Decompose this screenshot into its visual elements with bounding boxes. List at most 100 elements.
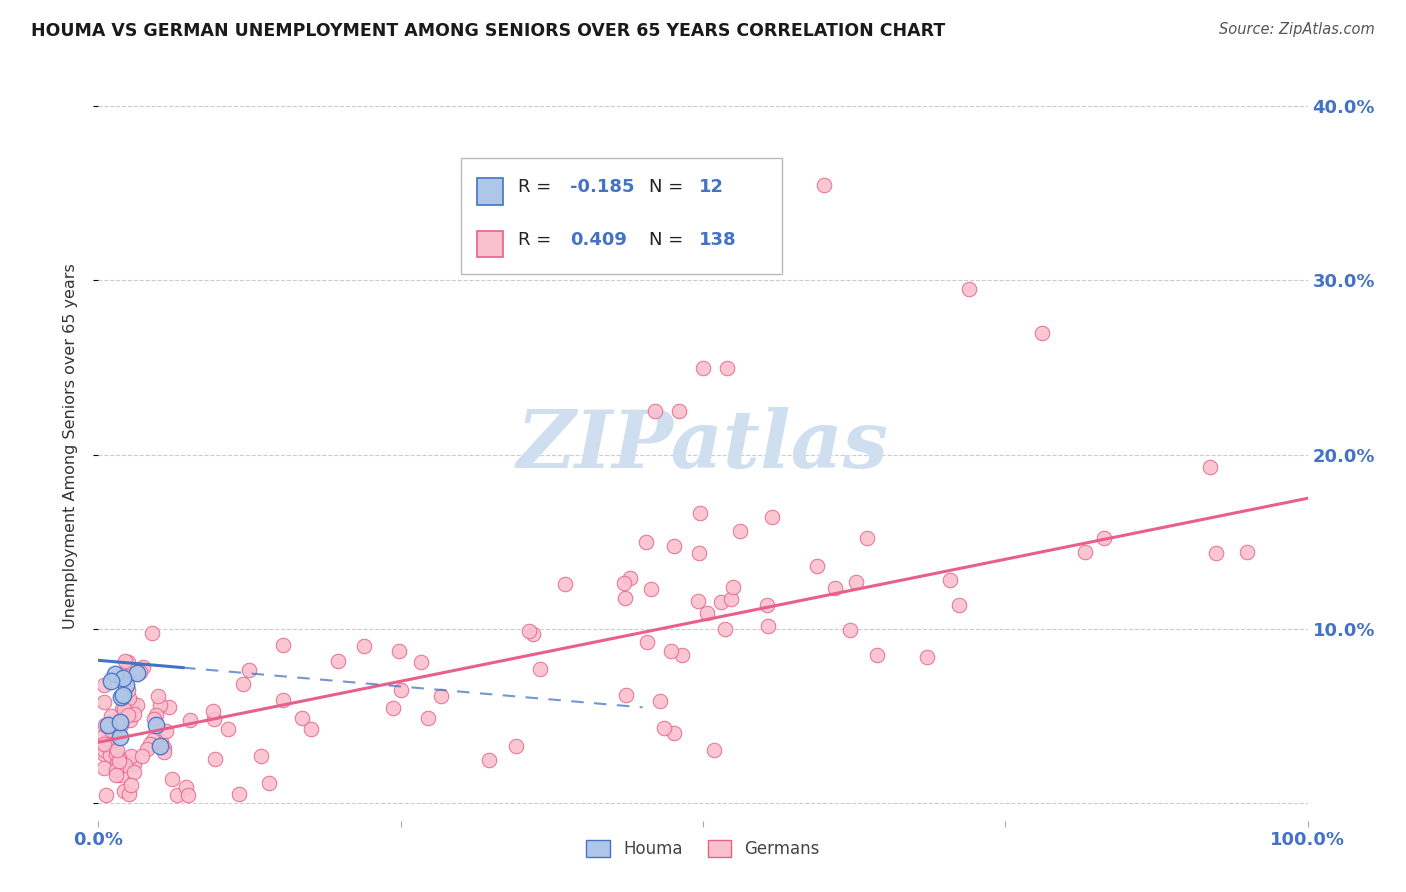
Point — [166, 788, 188, 802]
Point — [125, 666, 148, 681]
Point — [100, 723, 122, 738]
Point — [824, 581, 846, 595]
Point — [110, 690, 132, 705]
Point — [93, 677, 115, 691]
Point — [111, 671, 134, 685]
Point — [93, 761, 115, 775]
Point — [110, 768, 132, 782]
Point — [703, 743, 725, 757]
Point — [291, 711, 314, 725]
Point — [614, 591, 637, 605]
Point — [118, 691, 141, 706]
Point — [664, 539, 686, 553]
Point — [636, 634, 658, 648]
Point — [915, 649, 938, 664]
Point — [145, 707, 167, 722]
Point — [117, 707, 139, 722]
Point — [939, 573, 962, 587]
Point — [94, 717, 117, 731]
Point — [114, 654, 136, 668]
Point — [136, 742, 159, 756]
Point — [160, 772, 183, 786]
Point — [522, 627, 544, 641]
Point — [117, 683, 139, 698]
Point — [104, 714, 127, 728]
Point — [710, 595, 733, 609]
Point — [353, 640, 375, 654]
Point — [696, 606, 718, 620]
Text: HOUMA VS GERMAN UNEMPLOYMENT AMONG SENIORS OVER 65 YEARS CORRELATION CHART: HOUMA VS GERMAN UNEMPLOYMENT AMONG SENIO… — [31, 22, 945, 40]
Point — [131, 749, 153, 764]
Point — [97, 732, 120, 747]
Text: R =: R = — [517, 231, 557, 249]
Point — [634, 535, 657, 549]
Point — [118, 713, 141, 727]
Text: R =: R = — [517, 178, 557, 196]
Point — [122, 757, 145, 772]
Point — [125, 665, 148, 679]
Point — [689, 506, 711, 520]
Point — [112, 784, 135, 798]
Point — [110, 714, 132, 729]
Point — [152, 740, 174, 755]
Point — [716, 360, 738, 375]
Point — [93, 737, 115, 751]
Point — [517, 624, 540, 638]
Point — [257, 776, 280, 790]
FancyBboxPatch shape — [477, 231, 503, 257]
Text: N =: N = — [648, 178, 689, 196]
Point — [105, 743, 128, 757]
Point — [839, 623, 862, 637]
Text: Source: ZipAtlas.com: Source: ZipAtlas.com — [1219, 22, 1375, 37]
Text: 0.409: 0.409 — [569, 231, 627, 249]
Point — [149, 698, 172, 713]
Point — [688, 546, 710, 560]
Point — [149, 735, 172, 749]
Point — [271, 639, 294, 653]
Point — [93, 747, 115, 761]
Point — [105, 763, 128, 777]
Point — [721, 580, 744, 594]
Point — [120, 778, 142, 792]
Point — [201, 704, 224, 718]
Point — [120, 749, 142, 764]
Point — [613, 576, 636, 591]
Point — [176, 788, 198, 802]
Point — [845, 574, 868, 589]
Point — [271, 693, 294, 707]
Point — [110, 702, 132, 716]
Point — [856, 531, 879, 545]
Point — [692, 360, 714, 375]
Point — [728, 524, 751, 538]
Point — [107, 754, 129, 768]
Point — [238, 663, 260, 677]
Point — [619, 571, 641, 585]
Point — [756, 619, 779, 633]
Point — [249, 749, 271, 764]
Point — [686, 594, 709, 608]
Point — [381, 701, 404, 715]
Point — [141, 626, 163, 640]
Point — [145, 718, 167, 732]
Point — [93, 743, 115, 757]
Point — [326, 654, 349, 668]
Point — [117, 755, 139, 769]
Point — [98, 741, 121, 756]
Point — [806, 559, 828, 574]
Point — [714, 622, 737, 636]
Point — [97, 718, 120, 732]
Point — [644, 404, 666, 418]
Point — [125, 698, 148, 712]
Point — [142, 732, 165, 747]
Point — [529, 662, 551, 676]
Point — [957, 282, 980, 296]
Point — [121, 663, 143, 677]
Point — [650, 693, 672, 707]
Point — [652, 721, 675, 735]
Point — [104, 767, 127, 781]
Point — [122, 764, 145, 779]
Point — [115, 678, 138, 692]
Point — [153, 745, 176, 759]
Point — [110, 714, 132, 728]
Point — [105, 756, 128, 771]
